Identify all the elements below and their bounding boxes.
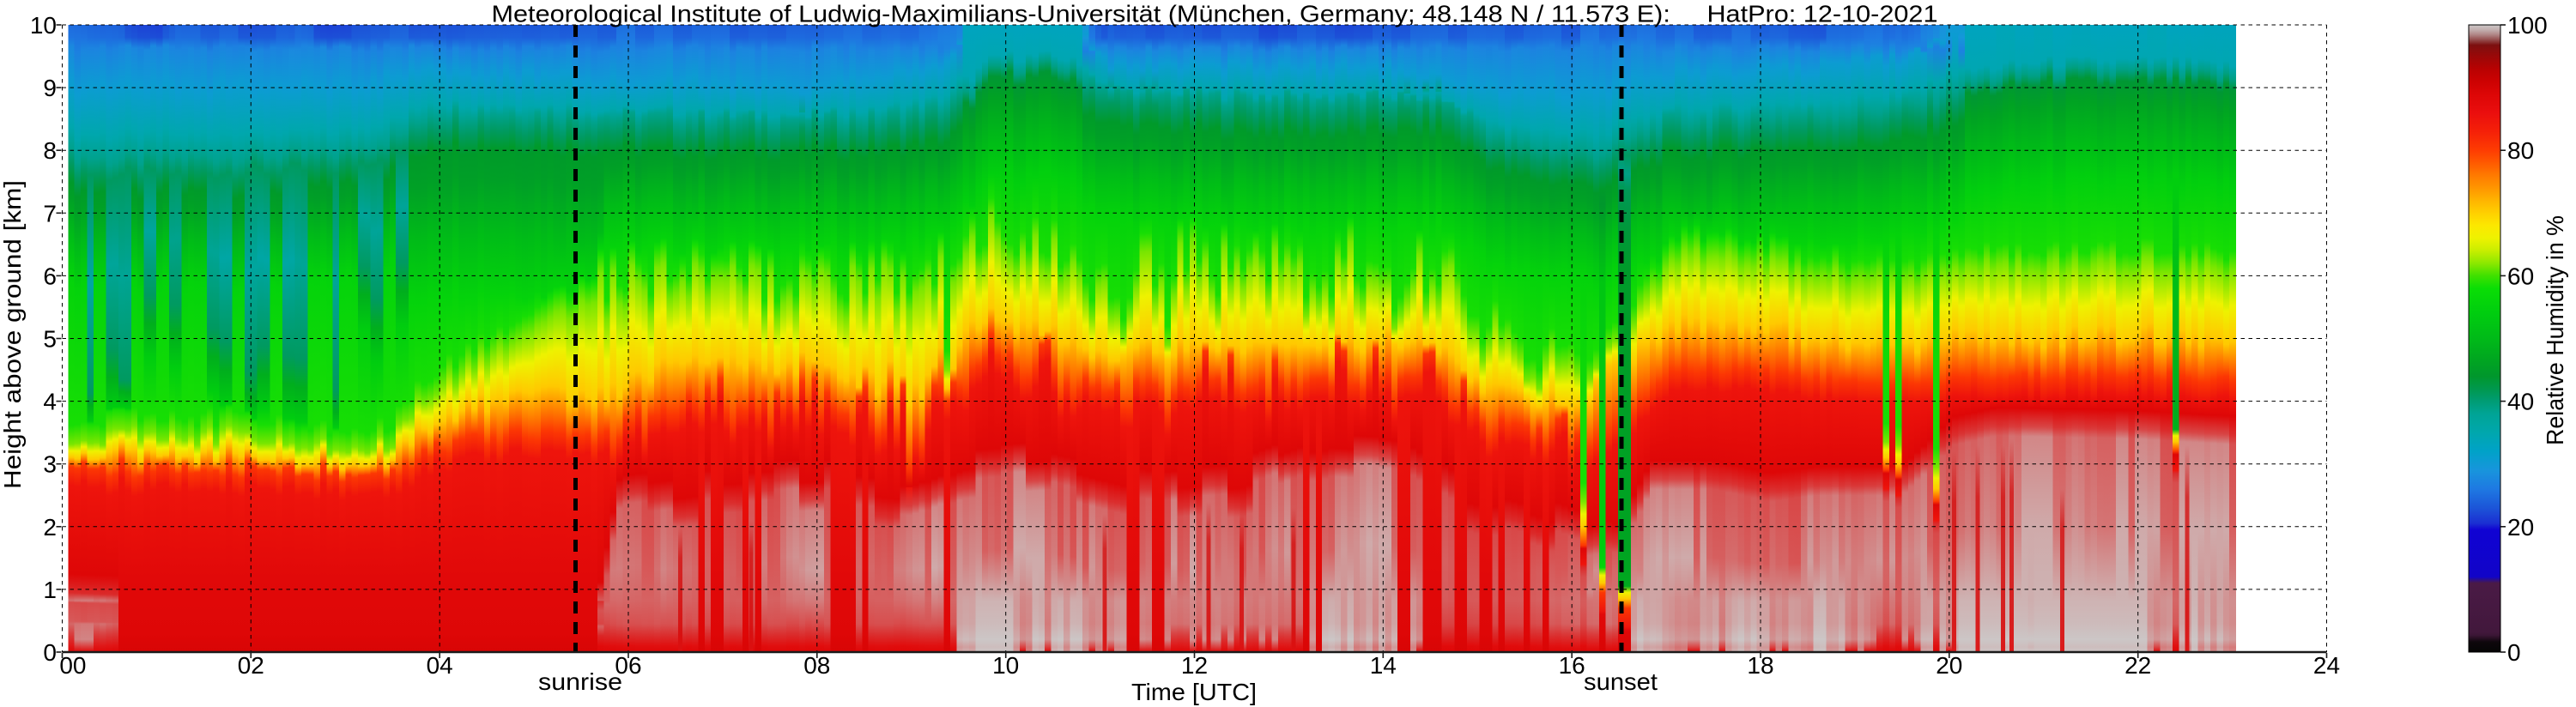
svg-text:24: 24 <box>2313 652 2340 679</box>
svg-text:9: 9 <box>43 75 57 101</box>
svg-text:1: 1 <box>43 577 57 603</box>
svg-text:22: 22 <box>2124 652 2151 679</box>
svg-text:10: 10 <box>992 652 1019 679</box>
svg-text:8: 8 <box>43 137 57 164</box>
svg-text:80: 80 <box>2507 137 2534 164</box>
svg-text:04: 04 <box>427 652 453 679</box>
svg-text:7: 7 <box>43 200 57 227</box>
svg-text:40: 40 <box>2507 389 2534 415</box>
svg-text:2: 2 <box>43 514 57 541</box>
svg-text:0: 0 <box>2507 639 2521 666</box>
svg-text:10: 10 <box>30 12 57 39</box>
svg-text:Relative Humidity in %: Relative Humidity in % <box>2542 215 2568 445</box>
svg-text:14: 14 <box>1370 652 1397 679</box>
svg-text:0: 0 <box>43 639 57 666</box>
svg-text:60: 60 <box>2507 263 2534 289</box>
svg-text:Time [UTC]: Time [UTC] <box>1131 679 1257 705</box>
svg-text:Height above ground [km]: Height above ground [km] <box>0 180 26 489</box>
svg-text:100: 100 <box>2507 12 2548 39</box>
svg-text:sunrise: sunrise <box>538 668 622 695</box>
svg-text:sunset: sunset <box>1584 668 1658 695</box>
svg-text:02: 02 <box>238 652 264 679</box>
svg-text:08: 08 <box>803 652 830 679</box>
svg-text:18: 18 <box>1747 652 1773 679</box>
svg-text:00: 00 <box>59 652 86 679</box>
svg-text:12: 12 <box>1181 652 1208 679</box>
svg-text:5: 5 <box>43 326 57 353</box>
svg-text:6: 6 <box>43 263 57 289</box>
svg-text:3: 3 <box>43 451 57 478</box>
svg-text:20: 20 <box>1936 652 1962 679</box>
svg-text:20: 20 <box>2507 514 2534 541</box>
svg-text:06: 06 <box>615 652 641 679</box>
svg-text:Meteorological Institute of Lu: Meteorological Institute of Ludwig-Maxim… <box>492 1 1938 27</box>
svg-text:16: 16 <box>1559 652 1585 679</box>
svg-text:4: 4 <box>43 389 57 415</box>
